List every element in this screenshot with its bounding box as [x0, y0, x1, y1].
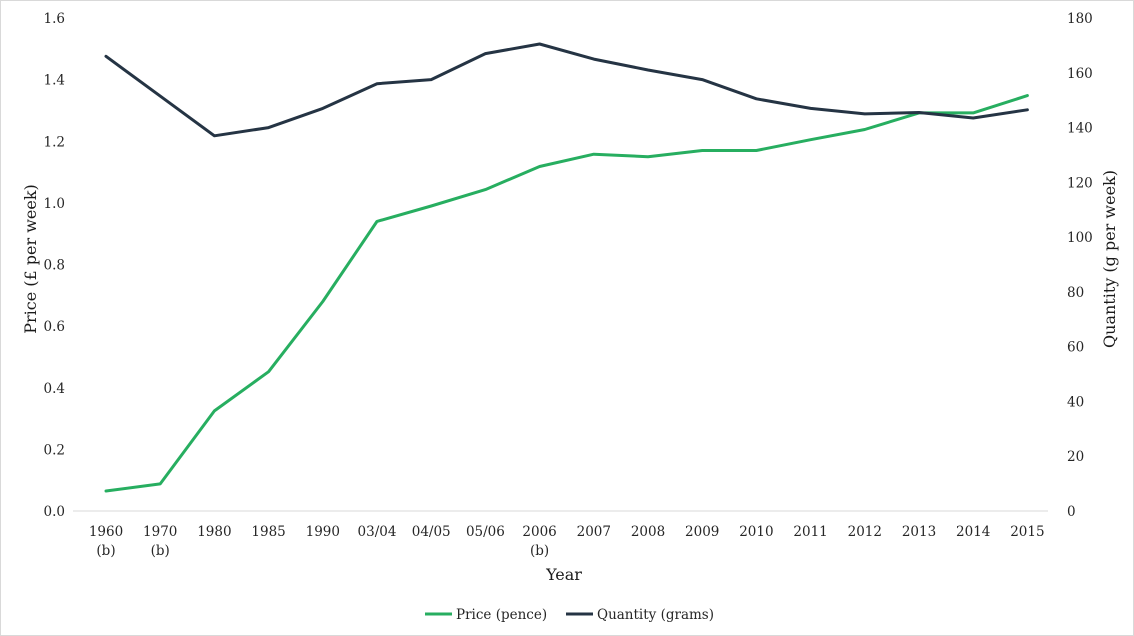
x-tick-label: 2009 — [685, 524, 719, 540]
x-tick-label: 2014 — [956, 524, 990, 540]
right-tick-label: 40 — [1067, 394, 1084, 410]
left-tick-label: 1.6 — [44, 11, 65, 27]
right-axis-title: Quantity (g per week) — [1100, 170, 1119, 348]
x-axis-ticks: 1960 (b) 1970 (b) 1980 1985 1990 03/04 04/05 05/0… — [89, 524, 1045, 559]
x-tick-label: 2007 — [577, 524, 611, 540]
right-tick-label: 20 — [1067, 449, 1084, 465]
series-lines — [104, 42, 1029, 493]
x-tick-label: 2008 — [631, 524, 665, 540]
legend: Price (pence) Quantity (grams) — [425, 607, 714, 623]
x-tick-sublabel: (b) — [530, 543, 549, 559]
left-tick-label: 1.2 — [44, 134, 65, 150]
right-tick-label: 80 — [1067, 285, 1084, 301]
left-tick-label: 1.0 — [44, 196, 65, 212]
legend-label-price: Price (pence) — [456, 607, 547, 623]
left-tick-label: 1.4 — [44, 73, 65, 89]
x-tick-label: 2010 — [739, 524, 773, 540]
left-tick-label: 0.0 — [44, 504, 65, 520]
x-tick-label: 2011 — [793, 524, 827, 540]
left-tick-label: 0.6 — [44, 319, 65, 335]
x-tick-sublabel: (b) — [96, 543, 115, 559]
left-tick-label: 0.8 — [44, 258, 65, 274]
right-axis-ticks: 0 20 40 60 80 100 120 140 160 180 — [1067, 11, 1093, 520]
x-axis-title: Year — [545, 565, 582, 584]
right-tick-label: 140 — [1067, 121, 1093, 137]
x-tick-label: 03/04 — [358, 524, 397, 540]
x-tick-label: 1990 — [306, 524, 340, 540]
x-tick-sublabel: (b) — [151, 543, 170, 559]
right-tick-label: 120 — [1067, 175, 1093, 191]
left-tick-label: 0.4 — [44, 381, 65, 397]
left-axis-ticks: 0.0 0.2 0.4 0.6 0.8 1.0 1.2 1.4 1.6 — [44, 11, 65, 520]
x-tick-label: 2015 — [1010, 524, 1044, 540]
x-tick-label: 05/06 — [466, 524, 505, 540]
price-series-line — [104, 94, 1029, 493]
x-tick-label: 1980 — [197, 524, 231, 540]
quantity-series-line — [104, 42, 1029, 138]
x-tick-label: 2012 — [848, 524, 882, 540]
x-tick-label: 04/05 — [412, 524, 451, 540]
left-axis-title: Price (£ per week) — [21, 184, 40, 334]
x-tick-label: 1985 — [251, 524, 285, 540]
x-tick-label: 2006 — [522, 524, 556, 540]
right-tick-label: 60 — [1067, 340, 1084, 356]
right-tick-label: 160 — [1067, 66, 1093, 82]
right-tick-label: 180 — [1067, 11, 1093, 27]
legend-label-quantity: Quantity (grams) — [597, 607, 714, 623]
right-tick-label: 100 — [1067, 230, 1093, 246]
x-tick-label: 1970 — [143, 524, 177, 540]
right-tick-label: 0 — [1067, 504, 1076, 520]
left-tick-label: 0.2 — [44, 442, 65, 458]
x-tick-label: 1960 — [89, 524, 123, 540]
x-tick-label: 2013 — [902, 524, 936, 540]
